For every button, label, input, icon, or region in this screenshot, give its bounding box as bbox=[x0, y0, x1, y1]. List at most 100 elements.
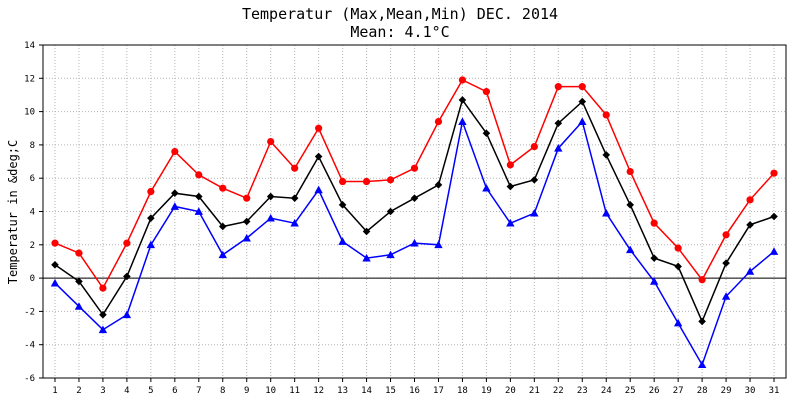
x-tick-label: 23 bbox=[577, 386, 588, 396]
data-point-max bbox=[51, 239, 59, 247]
data-point-mean bbox=[51, 260, 59, 269]
data-point-mean bbox=[626, 201, 635, 209]
x-tick-label: 24 bbox=[601, 386, 612, 396]
data-point-min bbox=[673, 318, 683, 327]
data-point-min bbox=[745, 267, 755, 275]
data-point-mean bbox=[410, 194, 419, 202]
data-point-min bbox=[506, 218, 515, 227]
data-point-max bbox=[75, 249, 83, 257]
data-point-min bbox=[649, 277, 659, 285]
data-point-min bbox=[458, 117, 467, 125]
data-point-max bbox=[410, 164, 419, 172]
y-tick-label: -2 bbox=[24, 307, 35, 317]
x-tick-label: 30 bbox=[745, 386, 756, 396]
data-point-max bbox=[291, 164, 299, 172]
y-tick-label: 4 bbox=[30, 208, 35, 218]
data-point-min bbox=[218, 250, 227, 259]
y-tick-label: -4 bbox=[24, 341, 35, 351]
chart-subtitle: Mean: 4.1°C bbox=[350, 23, 449, 41]
data-point-max bbox=[722, 231, 730, 239]
data-point-mean bbox=[218, 222, 227, 231]
x-tick-label: 4 bbox=[124, 386, 129, 396]
data-point-max bbox=[482, 88, 491, 96]
data-point-min bbox=[386, 250, 395, 259]
x-tick-label: 22 bbox=[553, 386, 564, 396]
x-tick-label: 8 bbox=[220, 386, 225, 396]
data-point-max bbox=[362, 177, 371, 186]
data-point-mean bbox=[75, 277, 83, 286]
data-point-max bbox=[698, 276, 706, 284]
data-point-min bbox=[410, 238, 419, 247]
data-point-max bbox=[674, 244, 682, 252]
data-point-min bbox=[721, 292, 731, 300]
data-point-min bbox=[314, 185, 323, 194]
x-tick-label: 18 bbox=[457, 386, 468, 396]
data-point-min bbox=[290, 218, 299, 227]
data-point-max bbox=[650, 219, 658, 227]
x-tick-label: 31 bbox=[769, 386, 780, 396]
data-point-mean bbox=[314, 152, 323, 161]
data-point-mean bbox=[434, 181, 443, 189]
x-tick-label: 5 bbox=[148, 386, 153, 396]
x-tick-label: 10 bbox=[265, 386, 276, 396]
data-point-max bbox=[770, 169, 778, 177]
y-tick-label: 12 bbox=[24, 74, 35, 84]
data-point-max bbox=[243, 194, 251, 202]
data-point-min bbox=[338, 237, 347, 245]
data-point-min bbox=[122, 310, 132, 319]
chart-title: Temperatur (Max,Mean,Min) DEC. 2014 bbox=[242, 5, 558, 23]
x-tick-label: 2 bbox=[76, 386, 81, 396]
data-point-max bbox=[458, 76, 467, 84]
series bbox=[50, 76, 779, 369]
x-tick-label: 3 bbox=[100, 386, 105, 396]
series-min bbox=[50, 117, 779, 369]
x-tick-label: 6 bbox=[172, 386, 177, 396]
data-point-min bbox=[98, 325, 108, 334]
x-tick-label: 7 bbox=[196, 386, 201, 396]
x-tick-label: 14 bbox=[361, 386, 372, 396]
x-tick-label: 25 bbox=[625, 386, 636, 396]
x-tick-label: 27 bbox=[673, 386, 684, 396]
data-point-mean bbox=[194, 192, 203, 201]
data-point-mean bbox=[722, 259, 730, 267]
data-point-max bbox=[746, 196, 754, 204]
data-point-min bbox=[146, 240, 156, 249]
x-tick-label: 21 bbox=[529, 386, 540, 396]
data-point-mean bbox=[338, 201, 347, 209]
data-point-min bbox=[530, 208, 539, 217]
data-point-mean bbox=[602, 151, 611, 159]
data-point-mean bbox=[290, 194, 299, 202]
x-tick-label: 9 bbox=[244, 386, 249, 396]
x-tick-label: 13 bbox=[337, 386, 348, 396]
data-point-min bbox=[769, 247, 779, 255]
x-tick-label: 15 bbox=[385, 386, 396, 396]
y-tick-label: 6 bbox=[30, 174, 35, 184]
grid bbox=[43, 44, 786, 379]
data-point-mean bbox=[650, 254, 658, 262]
data-point-max bbox=[506, 161, 514, 169]
data-point-min bbox=[578, 117, 587, 125]
data-point-mean bbox=[506, 182, 515, 191]
y-axis-label: Temperatur in &deg;C bbox=[6, 140, 20, 285]
data-point-max bbox=[195, 171, 203, 179]
data-point-mean bbox=[266, 192, 275, 201]
data-point-min bbox=[50, 278, 60, 287]
data-point-mean bbox=[147, 214, 155, 222]
x-tick-label: 29 bbox=[721, 386, 732, 396]
data-point-mean bbox=[674, 262, 682, 271]
data-point-min bbox=[170, 202, 180, 210]
x-tick-label: 16 bbox=[409, 386, 420, 396]
x-tick-label: 1 bbox=[52, 386, 57, 396]
x-tick-label: 17 bbox=[433, 386, 444, 396]
data-point-min bbox=[74, 302, 84, 310]
data-point-mean bbox=[770, 212, 778, 221]
series-max bbox=[51, 76, 778, 292]
x-tick-label: 20 bbox=[505, 386, 516, 396]
x-tick-label: 28 bbox=[697, 386, 708, 396]
data-point-min bbox=[697, 360, 707, 369]
data-point-min bbox=[266, 213, 275, 222]
data-point-mean bbox=[362, 227, 371, 236]
data-point-mean bbox=[578, 97, 587, 106]
